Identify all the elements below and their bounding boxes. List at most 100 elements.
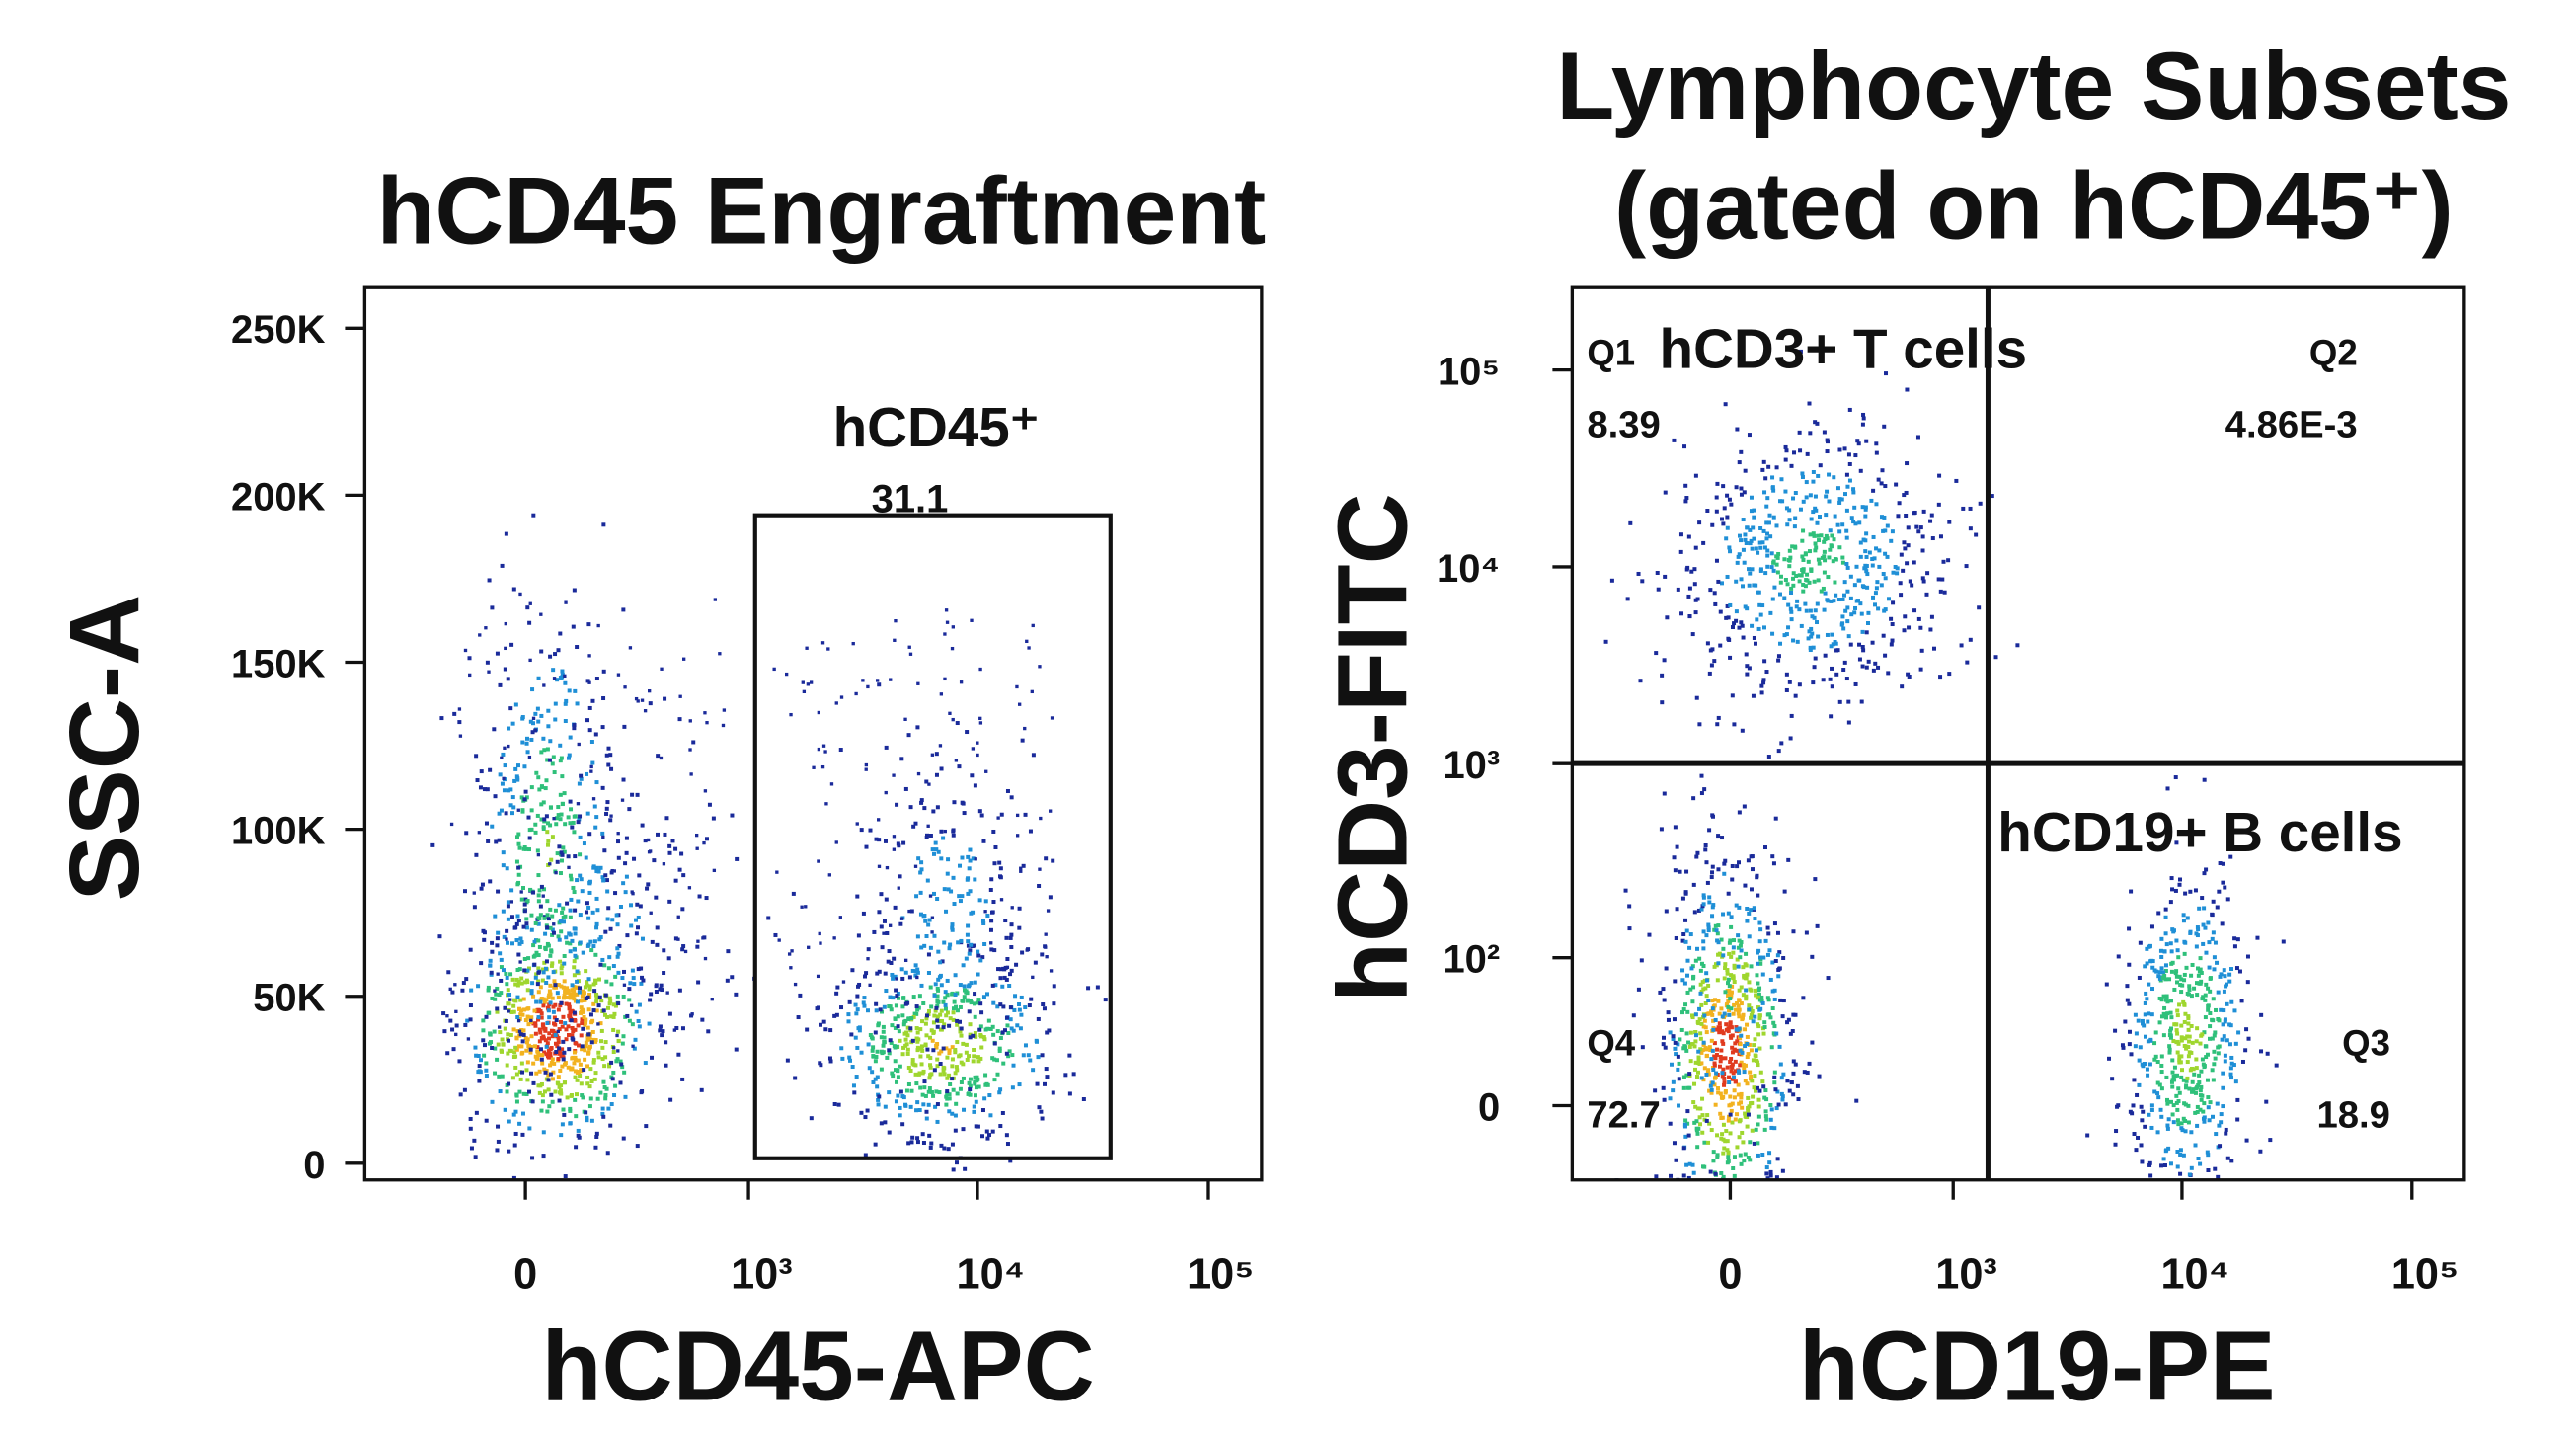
event-dot [1035,1081,1040,1086]
event-dot [919,983,924,988]
event-dot [706,1029,711,1034]
event-dot [1776,967,1781,972]
event-dot [1725,1001,1730,1006]
event-dot [1026,1053,1031,1058]
event-dot [956,940,961,945]
event-dot [548,1063,553,1068]
event-dot [2176,1099,2181,1104]
event-dot [917,994,922,999]
event-dot [1744,994,1749,999]
event-dot [1833,639,1837,644]
event-dot [1684,869,1689,874]
event-dot [1737,552,1742,557]
event-dot [514,1092,519,1097]
event-dot [1902,493,1907,498]
event-dot [1812,615,1817,620]
event-dot [1873,591,1878,596]
event-dot [689,772,693,776]
event-dot [550,914,555,919]
event-dot [2123,1019,2128,1024]
event-dot [556,1081,561,1086]
event-dot [872,929,877,934]
event-dot [1783,444,1788,449]
event-dot [572,1010,577,1015]
event-dot [955,1068,960,1073]
event-dot [2179,1038,2184,1043]
event-dot [2141,1203,2145,1207]
event-dot [927,1086,932,1091]
event-dot [519,940,524,945]
event-dot [516,832,521,837]
event-dot [1756,550,1760,555]
event-dot [545,1005,550,1010]
event-dot [1743,468,1748,473]
event-dot [505,928,509,933]
event-dot [2139,1104,2144,1109]
event-dot [941,1025,946,1030]
event-dot [548,925,553,930]
event-dot [998,967,1003,972]
event-dot [839,695,844,699]
event-dot [1740,1050,1745,1055]
event-dot [817,859,820,863]
event-dot [959,1079,964,1084]
event-dot [888,1038,893,1043]
event-dot [2198,956,2203,961]
event-dot [581,1009,585,1014]
event-dot [1001,966,1006,971]
event-dot [1828,528,1833,533]
event-dot [1786,1017,1791,1022]
event-dot [1745,919,1750,923]
event-dot [884,897,889,902]
event-dot [610,918,615,922]
event-dot [479,769,484,774]
event-dot [1721,1041,1726,1046]
event-dot [683,949,688,954]
event-dot [1752,536,1756,541]
event-dot [1863,549,1868,554]
event-dot [2152,1057,2157,1062]
event-dot [544,1044,549,1049]
event-dot [985,914,990,919]
event-dot [1861,648,1866,653]
event-dot [1715,978,1720,983]
event-dot [1761,528,1766,533]
event-dot [1682,444,1687,449]
event-dot [1015,1023,1020,1028]
event-dot [596,623,600,628]
event-dot [1697,1017,1702,1022]
event-dot [1683,499,1688,504]
event-dot [587,728,592,733]
event-dot [943,632,947,636]
event-dot [2146,1019,2150,1024]
event-dot [2239,999,2244,1003]
event-dot [2179,1121,2184,1126]
event-dot [2194,1057,2199,1062]
event-dot [560,1024,565,1029]
event-dot [629,903,634,908]
event-dot [596,1022,600,1026]
event-dot [1743,1111,1748,1116]
event-dot [1691,882,1696,887]
event-dot [1727,940,1732,945]
event-dot [474,754,479,759]
event-dot [851,1083,856,1088]
event-dot [594,921,599,926]
event-dot [1860,645,1865,649]
event-dot [1779,477,1784,482]
event-dot [493,794,498,799]
event-dot [627,1018,632,1023]
event-dot [1711,1027,1716,1032]
event-dot [2162,949,2167,954]
event-dot [498,1089,503,1094]
event-dot [1721,1122,1726,1127]
event-dot [2237,969,2242,974]
event-dot [2219,1007,2224,1012]
event-dot [898,1038,902,1043]
event-dot [2161,1033,2166,1038]
event-dot [2258,1149,2263,1154]
event-dot [861,1000,866,1005]
event-dot [2107,1056,2112,1061]
event-dot [587,832,592,837]
event-dot [553,1002,558,1007]
